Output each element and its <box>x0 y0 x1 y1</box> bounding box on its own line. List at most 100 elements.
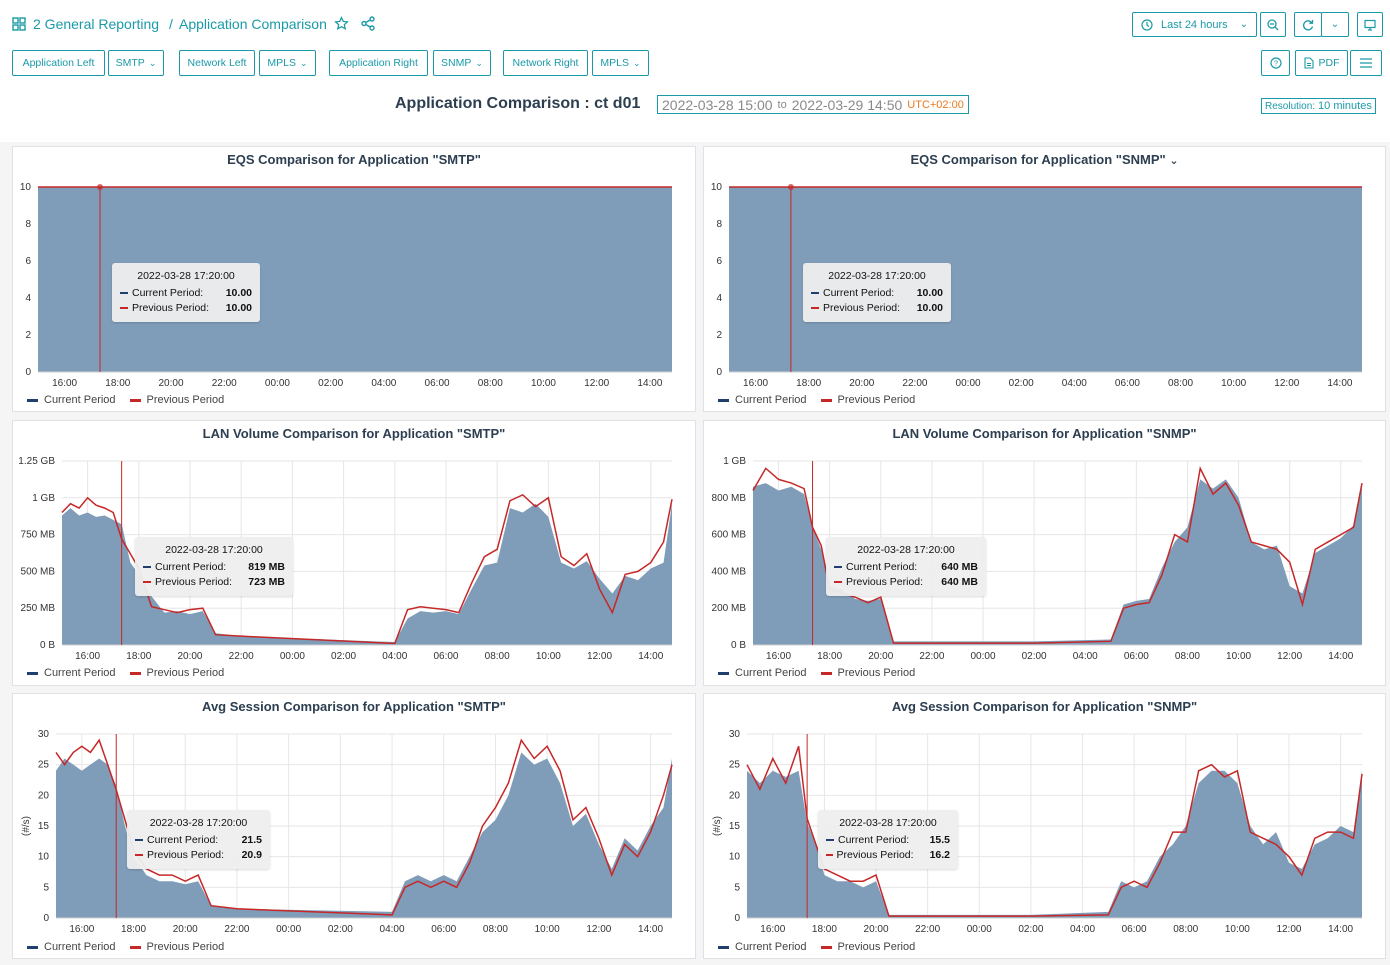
x-tick-label: 18:00 <box>126 651 151 662</box>
y-tick-label: 800 MB <box>712 493 747 504</box>
legend-current[interactable]: Current Period <box>718 941 807 953</box>
x-tick-label: 20:00 <box>849 378 874 389</box>
x-tick-label: 18:00 <box>812 924 837 935</box>
chart-area[interactable]: 16:00 18:00 20:00 22:00 00:00 02:00 04:00 06:00… <box>13 147 697 413</box>
file-icon <box>1303 57 1314 69</box>
tooltip-previous-label: Previous Period: <box>132 302 210 314</box>
x-tick-label: 10:00 <box>536 651 561 662</box>
legend-previous[interactable]: Previous Period <box>820 394 916 406</box>
legend-current[interactable]: Current Period <box>27 394 116 406</box>
chart-area[interactable]: 16:00 18:00 20:00 22:00 00:00 02:00 04:00 06:00… <box>704 147 1387 413</box>
pdf-button[interactable]: PDF <box>1295 50 1348 76</box>
x-tick-label: 14:00 <box>638 924 663 935</box>
share-icon[interactable] <box>361 16 375 36</box>
timezone-label: UTC+02:00 <box>907 98 964 111</box>
x-tick-label: 02:00 <box>331 651 356 662</box>
legend-current[interactable]: Current Period <box>27 667 116 679</box>
refresh-button[interactable] <box>1294 12 1322 37</box>
x-tick-label: 22:00 <box>229 651 254 662</box>
breadcrumb-dashboard[interactable]: 2 General Reporting <box>33 16 160 32</box>
chevron-down-icon: ⌄ <box>300 57 308 68</box>
panel-title: Avg Session Comparison for Application "… <box>13 699 695 714</box>
tooltip-previous-label: Previous Period: <box>155 576 233 588</box>
x-tick-label: 10:00 <box>531 378 556 389</box>
panel-title: EQS Comparison for Application "SNMP" ⌄ <box>704 152 1385 167</box>
panel-lan-volume-smtp: LAN Volume Comparison for Application "S… <box>12 420 696 686</box>
x-tick-label: 22:00 <box>915 924 940 935</box>
svg-text:?: ? <box>1273 59 1277 68</box>
legend-previous-label: Previous Period <box>146 667 225 679</box>
network-left-label: Network Left <box>179 50 255 76</box>
x-tick-label: 08:00 <box>1175 651 1200 662</box>
application-right-select[interactable]: SNMP ⌄ <box>433 50 491 76</box>
help-button[interactable]: ? <box>1261 50 1290 76</box>
network-right-select[interactable]: MPLS ⌄ <box>592 50 649 76</box>
tooltip-current-label: Current Period: <box>155 561 227 573</box>
y-axis-label: (#/s) <box>712 816 723 836</box>
chart-area[interactable]: 16:00 18:00 20:00 22:00 00:00 02:00 04:00 06:00… <box>13 694 697 960</box>
y-tick-label: 2 <box>25 330 31 341</box>
y-tick-label: 500 MB <box>21 566 56 577</box>
network-left-select[interactable]: MPLS ⌄ <box>259 50 316 76</box>
x-tick-label: 06:00 <box>1115 378 1140 389</box>
chevron-down-icon: ⌄ <box>148 57 157 68</box>
chevron-down-icon[interactable]: ⌄ <box>1169 155 1179 167</box>
y-tick-label: 0 B <box>40 640 55 651</box>
chart-legend: Current Period Previous Period <box>27 941 224 953</box>
y-tick-label: 0 <box>25 367 31 378</box>
y-tick-label: 0 B <box>731 640 746 651</box>
x-tick-label: 16:00 <box>743 378 768 389</box>
chart-legend: Current Period Previous Period <box>27 394 224 406</box>
legend-current[interactable]: Current Period <box>718 394 807 406</box>
legend-previous-label: Previous Period <box>837 394 916 406</box>
application-left-select[interactable]: SMTP ⌄ <box>108 50 164 76</box>
y-tick-label: 4 <box>716 293 722 304</box>
y-tick-label: 750 MB <box>21 530 56 541</box>
x-tick-label: 20:00 <box>173 924 198 935</box>
x-tick-label: 20:00 <box>159 378 184 389</box>
x-tick-label: 00:00 <box>280 651 305 662</box>
tooltip-current-label: Current Period: <box>823 287 895 299</box>
date-range[interactable]: 2022-03-28 15:00 to 2022-03-29 14:50 UTC… <box>657 95 969 114</box>
tooltip-current-value: 21.5 <box>241 834 262 846</box>
zoom-out-button[interactable] <box>1260 12 1286 37</box>
x-tick-label: 14:00 <box>1327 378 1352 389</box>
x-tick-label: 00:00 <box>265 378 290 389</box>
y-tick-label: 5 <box>43 882 49 893</box>
application-right-label: Application Right <box>329 50 428 76</box>
legend-previous[interactable]: Previous Period <box>820 941 915 953</box>
y-tick-label: 6 <box>716 256 722 267</box>
x-tick-label: 08:00 <box>1168 378 1193 389</box>
refresh-interval-dropdown[interactable]: ⌄ <box>1321 12 1349 37</box>
y-tick-label: 250 MB <box>21 603 56 614</box>
tv-mode-button[interactable] <box>1357 12 1383 37</box>
network-right-value: MPLS <box>600 57 630 69</box>
star-icon[interactable] <box>334 16 349 36</box>
tooltip-date: 2022-03-28 17:20:00 <box>137 270 235 282</box>
y-tick-label: 1 GB <box>32 493 55 504</box>
x-tick-label: 08:00 <box>485 651 510 662</box>
chart-area[interactable]: 16:00 18:00 20:00 22:00 00:00 02:00 04:00 06:00… <box>704 421 1387 687</box>
legend-previous[interactable]: Previous Period <box>129 941 224 953</box>
legend-previous[interactable]: Previous Period <box>820 667 915 679</box>
legend-previous[interactable]: Previous Period <box>129 667 225 679</box>
legend-current[interactable]: Current Period <box>27 941 116 953</box>
tooltip-current-value: 640 MB <box>941 561 978 573</box>
x-tick-label: 00:00 <box>970 651 995 662</box>
resolution-badge: Resolution: 10 minutes <box>1261 98 1376 114</box>
zoom-out-icon <box>1267 18 1279 30</box>
legend-current[interactable]: Current Period <box>718 667 807 679</box>
x-tick-label: 18:00 <box>796 378 821 389</box>
chart-area[interactable]: 16:00 18:00 20:00 22:00 00:00 02:00 04:00 06:00… <box>13 421 697 687</box>
x-tick-label: 16:00 <box>766 651 791 662</box>
panel-avg-session-snmp: Avg Session Comparison for Application "… <box>703 693 1386 959</box>
tooltip-date: 2022-03-28 17:20:00 <box>857 544 955 556</box>
chart-legend: Current Period Previous Period <box>27 667 224 679</box>
legend-previous[interactable]: Previous Period <box>129 394 224 406</box>
menu-button[interactable] <box>1350 50 1382 76</box>
time-range-picker[interactable]: Last 24 hours ⌄ <box>1132 12 1257 37</box>
tooltip-current-label: Current Period: <box>838 834 910 846</box>
grid-icon[interactable] <box>12 17 26 31</box>
time-range-label: Last 24 hours <box>1160 18 1228 31</box>
chart-area[interactable]: 16:00 18:00 20:00 22:00 00:00 02:00 04:00 06:00… <box>704 694 1387 960</box>
